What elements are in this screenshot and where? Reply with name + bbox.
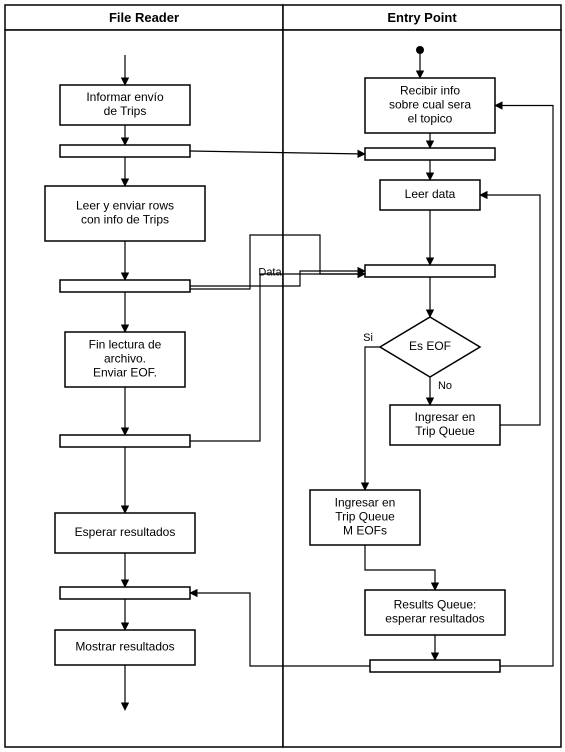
initial-node: [416, 46, 424, 54]
node-ep-bar2: [365, 265, 495, 277]
node-ep-bar3: [370, 660, 500, 672]
svg-text:Si: Si: [363, 332, 373, 344]
svg-text:Entry Point: Entry Point: [387, 10, 457, 25]
svg-text:el topico: el topico: [408, 112, 453, 126]
svg-text:Informar envío: Informar envío: [86, 90, 164, 104]
svg-text:Leer data: Leer data: [405, 187, 456, 201]
svg-text:archivo.: archivo.: [104, 352, 146, 366]
svg-text:con info de Trips: con info de Trips: [81, 213, 169, 227]
svg-text:M EOFs: M EOFs: [343, 524, 387, 538]
svg-text:Results Queue:: Results Queue:: [394, 598, 477, 612]
svg-text:Ingresar en: Ingresar en: [415, 410, 476, 424]
svg-text:File Reader: File Reader: [109, 10, 179, 25]
svg-text:Esperar resultados: Esperar resultados: [75, 525, 176, 539]
node-fr-bar4: [60, 587, 190, 599]
node-fr-bar3: [60, 435, 190, 447]
svg-text:Data: Data: [258, 267, 282, 279]
svg-text:esperar resultados: esperar resultados: [385, 612, 484, 626]
svg-text:sobre cual sera: sobre cual sera: [389, 98, 471, 112]
svg-text:Recibir info: Recibir info: [400, 84, 460, 98]
svg-text:No: No: [438, 380, 452, 392]
node-fr-bar1: [60, 145, 190, 157]
svg-text:de Trips: de Trips: [104, 104, 147, 118]
svg-text:Fin lectura de: Fin lectura de: [89, 338, 162, 352]
svg-text:Ingresar en: Ingresar en: [335, 496, 396, 510]
svg-text:Trip Queue: Trip Queue: [335, 510, 395, 524]
svg-text:Mostrar resultados: Mostrar resultados: [75, 640, 174, 654]
svg-text:Leer y enviar rows: Leer y enviar rows: [76, 199, 174, 213]
svg-text:Es EOF: Es EOF: [409, 339, 451, 353]
lane-body-right: [283, 30, 561, 747]
node-ep-bar1: [365, 148, 495, 160]
node-fr-bar2: [60, 280, 190, 292]
svg-text:Trip Queue: Trip Queue: [415, 424, 475, 438]
svg-text:Enviar EOF.: Enviar EOF.: [93, 366, 157, 380]
